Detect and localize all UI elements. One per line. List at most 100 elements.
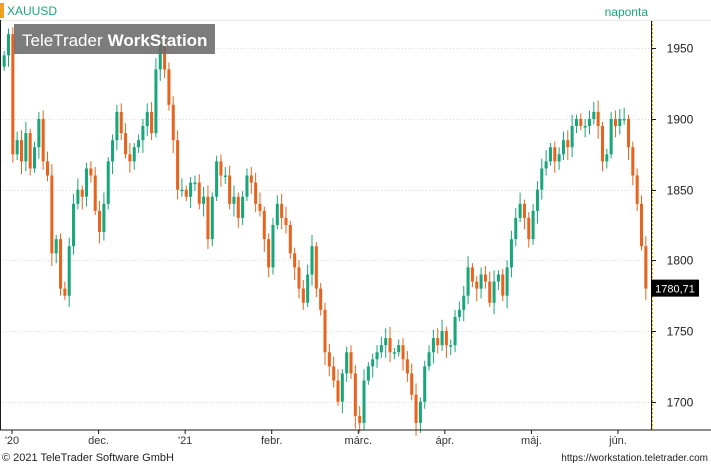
candle — [176, 130, 180, 200]
candle — [410, 363, 414, 401]
x-tick-label: ápr. — [436, 435, 454, 447]
candle-body — [128, 154, 132, 162]
candle — [644, 236, 648, 300]
candle-body — [336, 380, 340, 402]
candle — [626, 114, 631, 160]
candle-body — [2, 55, 6, 67]
candle — [635, 168, 639, 211]
candle-body — [436, 338, 440, 346]
candle-body — [522, 203, 526, 218]
candle-body — [202, 196, 206, 204]
candle — [102, 192, 106, 241]
candle — [553, 141, 557, 173]
candle-body — [583, 126, 587, 128]
candle — [466, 256, 470, 305]
y-axis: 1700 1750 1800 1850 1900 1950 — [651, 42, 694, 410]
candle-body — [184, 189, 188, 197]
candle-body — [167, 69, 171, 105]
candle-body — [631, 147, 635, 176]
candle-body — [115, 111, 119, 141]
candle — [570, 114, 574, 158]
candle — [306, 264, 310, 307]
candle — [89, 161, 93, 183]
candle — [427, 345, 431, 371]
candle — [98, 200, 102, 244]
candle-body — [488, 281, 492, 303]
x-tick-label: '21 — [178, 435, 192, 447]
candle — [262, 206, 266, 252]
candle — [401, 338, 405, 371]
candle — [379, 336, 383, 358]
candle — [46, 151, 50, 182]
candle — [271, 217, 275, 275]
candle — [6, 28, 11, 67]
candle — [228, 165, 232, 210]
candle-body — [154, 69, 158, 134]
candle — [358, 405, 362, 433]
candle-body — [171, 104, 175, 141]
candle-body — [535, 189, 539, 211]
last-price-marker: 1780,71 — [651, 279, 699, 297]
candle-body — [600, 126, 604, 162]
candle — [600, 121, 604, 172]
candle — [397, 339, 401, 357]
candle-body — [288, 225, 292, 254]
candle-body — [362, 380, 366, 423]
candle — [470, 263, 474, 288]
candle — [613, 110, 618, 138]
candle-body — [453, 316, 457, 346]
candle-body — [6, 34, 11, 56]
watermark: TeleTrader WorkStation — [14, 24, 215, 54]
candle-body — [371, 359, 375, 367]
candle-body — [401, 345, 405, 360]
candle — [609, 111, 613, 159]
candle-body — [579, 118, 583, 127]
candle-body — [418, 401, 422, 423]
footer-url[interactable]: https://workstation.teletrader.com — [561, 453, 708, 464]
candle — [631, 141, 635, 186]
candle-body — [527, 217, 531, 240]
candle — [19, 130, 24, 175]
candle — [301, 280, 305, 310]
candle — [457, 301, 461, 322]
candle-body — [379, 345, 383, 353]
candle — [332, 356, 336, 388]
candle-body — [635, 175, 639, 204]
candle — [280, 193, 284, 230]
candle-body — [405, 359, 409, 374]
candle-body — [384, 338, 388, 346]
candle-body — [423, 366, 427, 402]
candle — [605, 148, 609, 169]
interval-label: naponta — [605, 5, 649, 19]
candle-body — [46, 161, 50, 176]
candle-body — [193, 182, 197, 185]
candle — [241, 191, 245, 225]
candle — [518, 192, 522, 223]
candle-body — [587, 118, 591, 127]
candle — [154, 58, 158, 138]
candle — [514, 208, 518, 247]
candle — [392, 348, 396, 360]
watermark-background — [14, 24, 215, 54]
candle-body — [314, 246, 318, 289]
candle-body — [72, 203, 76, 247]
candle — [436, 328, 440, 354]
candle-body — [639, 203, 644, 247]
candle — [583, 118, 587, 138]
candle — [67, 237, 71, 307]
candle — [93, 167, 97, 216]
candle-body — [215, 161, 219, 197]
candle-body — [644, 246, 648, 289]
candle-body — [626, 118, 631, 148]
candle-body — [613, 118, 618, 127]
candle-body — [375, 352, 379, 360]
candle-body — [189, 182, 193, 197]
candle-body — [570, 126, 574, 148]
candle-body — [223, 175, 227, 178]
watermark-product: WorkStation — [108, 31, 208, 50]
candle-body — [596, 111, 600, 127]
candle — [37, 111, 41, 159]
candle-body — [505, 267, 509, 296]
candle — [349, 345, 353, 380]
candle-body — [462, 295, 466, 310]
